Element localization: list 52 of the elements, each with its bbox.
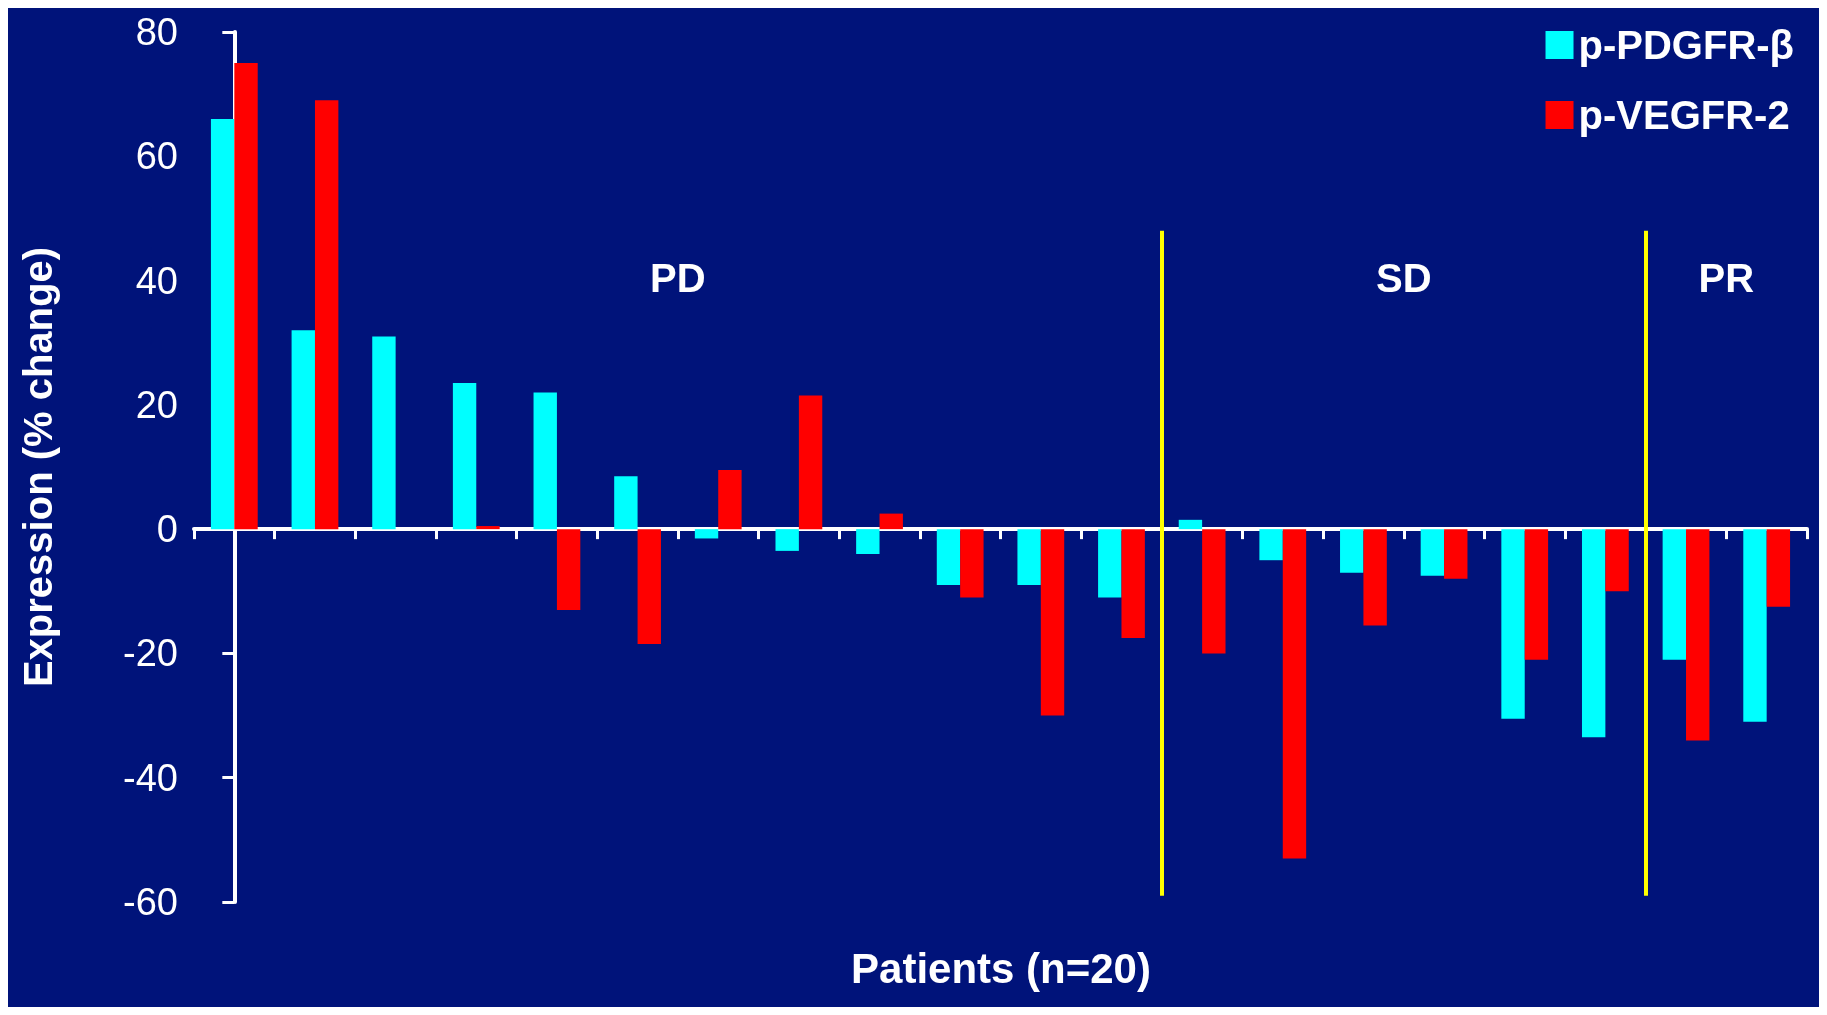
bar: [1420, 529, 1445, 576]
bar: [614, 476, 638, 530]
bar: [556, 529, 581, 610]
annotation: PR: [1698, 256, 1755, 300]
y-tick-label: -20: [123, 632, 178, 675]
bar: [314, 100, 339, 530]
bar: [718, 470, 742, 530]
y-axis-title: Expression (% change): [16, 246, 60, 688]
bar: [1363, 529, 1387, 626]
bar: [1040, 529, 1065, 716]
bar: [1743, 529, 1767, 722]
bar: [1202, 529, 1226, 654]
bar: [533, 392, 557, 530]
bar: [1766, 529, 1791, 607]
y-tick-label: 60: [135, 135, 178, 178]
bar: [452, 383, 477, 530]
bar: [1178, 519, 1203, 530]
bar: [1581, 529, 1606, 738]
y-tick-label: 0: [156, 508, 178, 551]
bar: [960, 529, 984, 598]
bar: [1282, 529, 1307, 859]
y-tick-label: 40: [135, 259, 178, 302]
bar: [856, 529, 880, 554]
bar: [637, 529, 661, 645]
y-tick-label: -60: [123, 881, 178, 923]
bar: [1501, 529, 1525, 719]
legend-label: p-PDGFR-β: [1578, 23, 1795, 67]
annotation: SD: [1375, 256, 1432, 300]
bar: [798, 395, 823, 530]
bar: [1605, 529, 1629, 592]
bar: [1017, 529, 1041, 586]
legend-label: p-VEGFR-2: [1578, 93, 1790, 137]
bar: [1444, 529, 1468, 579]
annotation: PD: [650, 256, 706, 300]
bar: [1259, 529, 1283, 561]
bar: [372, 336, 396, 530]
bar: [1686, 529, 1710, 741]
bar: [1524, 529, 1549, 660]
bar: [1662, 529, 1687, 660]
bar: [879, 513, 903, 530]
bar: [476, 526, 500, 530]
bar: [1098, 529, 1122, 598]
bar: [936, 529, 961, 586]
y-tick-label: -40: [123, 756, 178, 799]
bar: [291, 330, 315, 530]
bar: [694, 529, 719, 539]
x-axis-title: Patients (n=20): [851, 944, 1151, 992]
y-tick-label: 80: [135, 11, 178, 53]
y-tick-label: 20: [135, 383, 178, 426]
bar: [1340, 529, 1364, 573]
bar: [1121, 529, 1145, 638]
bar: [775, 529, 799, 551]
